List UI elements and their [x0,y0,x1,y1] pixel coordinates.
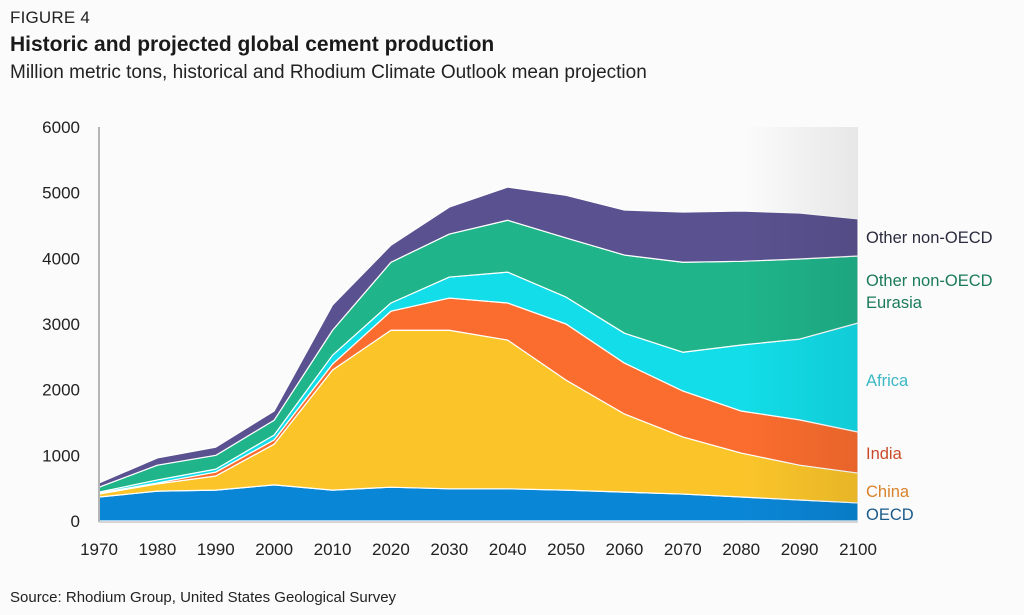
x-tick-label: 2090 [781,540,819,559]
x-tick-labels: 1970 1980 1990 2000 2010 2020 2030 2040 2050 2060… [80,540,877,559]
y-tick-label: 6000 [42,118,80,137]
x-tick-label: 1990 [197,540,235,559]
series-label-india: India [866,445,903,463]
x-tick-label: 2030 [430,540,468,559]
source-note: Source: Rhodium Group, United States Geo… [10,589,397,606]
x-tick-label: 2040 [489,540,527,559]
x-tick-label: 2080 [722,540,760,559]
series-label-oecd: OECD [866,506,914,524]
area-layer [98,127,859,522]
series-label-other-non-oecd-eurasia: Other non-OECD Eurasia [866,272,993,312]
y-tick-labels: 0 1000 2000 3000 4000 5000 6000 [42,118,80,531]
series-labels: OECD China India Africa Other non-OECD Eurasi… [866,229,993,524]
x-tick-label: 2000 [255,540,293,559]
series-label-china: China [866,483,910,501]
x-tick-label: 2100 [839,540,877,559]
y-tick-label: 1000 [42,446,80,465]
x-tick-label: 2010 [314,540,352,559]
y-tick-label: 3000 [42,315,80,334]
series-label-other-non-oecd: Other non-OECD [866,229,993,247]
y-tick-label: 2000 [42,381,80,400]
x-tick-label: 1970 [80,540,118,559]
chart-title: Historic and projected global cement pro… [10,33,495,56]
series-label-africa: Africa [866,372,909,390]
x-tick-label: 2070 [664,540,702,559]
y-tick-label: 4000 [42,249,80,268]
x-tick-label: 2060 [606,540,644,559]
figure-label: FIGURE 4 [10,8,91,27]
x-tick-label: 2050 [547,540,585,559]
y-tick-label: 0 [71,512,80,531]
x-tick-label: 1980 [138,540,176,559]
chart-subtitle: Million metric tons, historical and Rhod… [10,62,647,83]
x-tick-label: 2020 [372,540,410,559]
axes-layer [98,127,858,523]
y-tick-label: 5000 [42,184,80,203]
